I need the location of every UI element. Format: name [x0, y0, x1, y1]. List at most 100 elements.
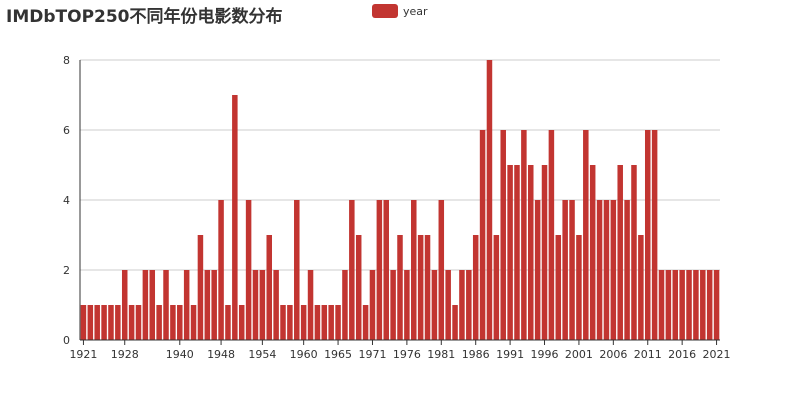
bar: [631, 165, 637, 340]
bar: [452, 305, 458, 340]
x-tick-label: 1954: [248, 348, 276, 361]
bar: [328, 305, 334, 340]
bar: [383, 200, 389, 340]
bar: [411, 200, 417, 340]
x-tick-label: 2021: [703, 348, 731, 361]
legend-swatch: [372, 4, 398, 18]
bar: [355, 235, 362, 340]
bar: [225, 305, 231, 340]
x-tick-label: 1960: [290, 348, 318, 361]
bar: [445, 270, 451, 340]
y-tick-label: 0: [63, 334, 70, 347]
bar: [672, 270, 679, 340]
bar: [555, 235, 562, 340]
bar: [431, 270, 438, 340]
x-tick-label: 1971: [358, 348, 386, 361]
y-tick-label: 8: [63, 54, 70, 67]
bar: [218, 200, 224, 340]
bar: [514, 165, 520, 340]
chart-title: IMDbTOP250不同年份电影数分布: [6, 7, 283, 27]
bar: [87, 305, 94, 340]
bar: [204, 270, 211, 340]
bar: [376, 200, 383, 340]
bar: [259, 270, 266, 340]
bar: [644, 130, 651, 340]
bar: [369, 270, 376, 340]
bar: [149, 270, 156, 340]
bar: [115, 305, 121, 340]
bar: [569, 200, 575, 340]
bar: [486, 60, 493, 340]
bar: [424, 235, 431, 340]
bar: [658, 270, 665, 340]
bar: [294, 200, 300, 340]
x-tick-label: 2016: [668, 348, 696, 361]
bar: [362, 305, 369, 340]
bar: [521, 130, 527, 340]
bar: [307, 270, 314, 340]
bar: [163, 270, 169, 340]
bar: [349, 200, 355, 340]
bar: [397, 235, 403, 340]
bar: [603, 200, 610, 340]
bar: [300, 305, 307, 340]
bar: [280, 305, 286, 340]
bar: [211, 270, 217, 340]
bar: [638, 235, 644, 340]
bar: [713, 270, 720, 340]
bar: [121, 270, 128, 340]
bar: [170, 305, 176, 340]
bar: [596, 200, 603, 340]
bar: [507, 165, 513, 340]
bar: [665, 270, 672, 340]
legend-label: year: [403, 4, 428, 18]
bar: [190, 305, 197, 340]
x-tick-label: 1928: [111, 348, 139, 361]
x-tick-label: 1921: [69, 348, 97, 361]
bar: [528, 165, 534, 340]
y-tick-label: 2: [63, 264, 70, 277]
bar: [266, 235, 272, 340]
bar: [245, 200, 252, 340]
bar: [252, 270, 259, 340]
bar: [583, 130, 589, 340]
x-tick-label: 1940: [166, 348, 194, 361]
bar: [135, 305, 142, 340]
bar: [156, 305, 162, 340]
x-tick-label: 1991: [496, 348, 524, 361]
bar: [287, 305, 293, 340]
bar: [493, 235, 500, 340]
x-tick-label: 2006: [599, 348, 627, 361]
bar: [342, 270, 348, 340]
bar: [232, 95, 238, 340]
y-tick-label: 6: [63, 124, 70, 137]
bar: [706, 270, 713, 340]
bar: [335, 305, 341, 340]
x-tick-label: 1976: [393, 348, 421, 361]
bar: [472, 235, 479, 340]
bar: [390, 270, 396, 340]
x-tick-label: 1986: [462, 348, 490, 361]
x-tick-label: 1996: [531, 348, 559, 361]
bar: [273, 270, 279, 340]
bar: [94, 305, 100, 340]
x-tick-label: 2011: [634, 348, 662, 361]
bar: [679, 270, 685, 340]
bar: [321, 305, 328, 340]
bar: [459, 270, 465, 340]
bar: [624, 200, 630, 340]
bar: [500, 130, 506, 340]
bar: [562, 200, 568, 340]
bar: [693, 270, 699, 340]
bar: [651, 130, 658, 340]
x-tick-label: 1948: [207, 348, 235, 361]
x-tick-label: 1981: [427, 348, 455, 361]
legend[interactable]: year: [372, 4, 428, 18]
bar: [610, 200, 617, 340]
x-tick-label: 2001: [565, 348, 593, 361]
bar: [128, 305, 135, 340]
bar: [238, 305, 245, 340]
bar: [534, 200, 541, 340]
bar: [589, 165, 596, 340]
